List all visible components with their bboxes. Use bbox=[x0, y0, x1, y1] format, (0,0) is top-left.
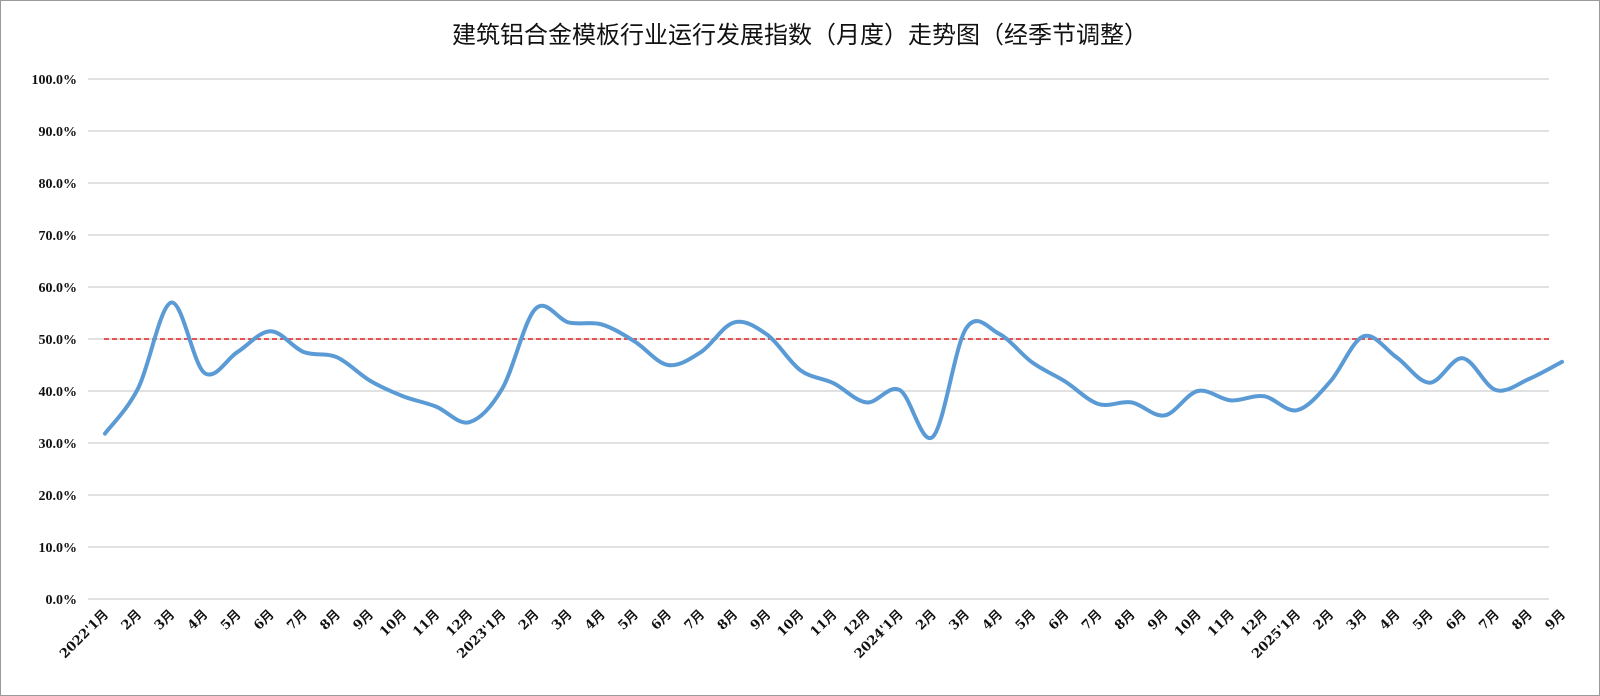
y-axis-tick-labels: 0.0% 10.0% 20.0% 30.0% 40.0% 50.0% 60.0% 70.0% 8… bbox=[32, 73, 78, 608]
x-tick-label: 7月 bbox=[1476, 607, 1502, 633]
y-tick-label: 50.0% bbox=[39, 333, 78, 348]
x-tick-label: 4月 bbox=[185, 607, 211, 633]
gridlines bbox=[88, 78, 1549, 600]
y-tick-label: 100.0% bbox=[32, 73, 78, 88]
x-tick-label: 4月 bbox=[980, 607, 1006, 633]
x-tick-label: 10月 bbox=[1172, 607, 1205, 640]
x-tick-label: 7月 bbox=[284, 607, 310, 633]
x-tick-label: 5月 bbox=[1013, 607, 1039, 633]
y-tick-label: 80.0% bbox=[39, 177, 78, 192]
y-tick-label: 70.0% bbox=[39, 229, 78, 244]
x-tick-label: 11月 bbox=[1205, 607, 1238, 640]
x-tick-label: 7月 bbox=[1079, 607, 1105, 633]
x-tick-label: 5月 bbox=[1410, 607, 1436, 633]
x-tick-label: 6月 bbox=[251, 607, 277, 633]
y-tick-label: 10.0% bbox=[39, 541, 78, 556]
x-tick-label: 4月 bbox=[582, 607, 608, 633]
x-tick-label: 3月 bbox=[947, 607, 973, 633]
x-tick-label: 2月 bbox=[913, 607, 939, 633]
y-tick-label: 40.0% bbox=[39, 385, 78, 400]
series-group bbox=[103, 300, 1564, 441]
x-tick-label: 2月 bbox=[119, 607, 145, 633]
x-tick-label: 4月 bbox=[1377, 607, 1403, 633]
x-tick-label: 5月 bbox=[615, 607, 641, 633]
x-tick-label: 9月 bbox=[351, 607, 377, 633]
x-tick-label: 9月 bbox=[1145, 607, 1171, 633]
x-tick-label: 8月 bbox=[1510, 607, 1536, 633]
x-tick-label: 10月 bbox=[377, 607, 410, 640]
x-tick-label: 6月 bbox=[649, 607, 675, 633]
x-tick-label: 2月 bbox=[1311, 607, 1337, 633]
x-tick-label: 6月 bbox=[1443, 607, 1469, 633]
x-tick-label: 3月 bbox=[152, 607, 178, 633]
x-tick-label: 3月 bbox=[549, 607, 575, 633]
x-tick-label: 8月 bbox=[317, 607, 343, 633]
x-tick-label: 11月 bbox=[808, 607, 841, 640]
x-tick-label: 8月 bbox=[715, 607, 741, 633]
x-tick-label: 5月 bbox=[218, 607, 244, 633]
x-tick-label: 7月 bbox=[682, 607, 708, 633]
y-tick-label: 90.0% bbox=[39, 125, 78, 140]
chart-title: 建筑铝合金模板行业运行发展指数（月度）走势图（经季节调整） bbox=[452, 21, 1148, 49]
x-tick-label: 2022'1月 bbox=[57, 607, 112, 662]
x-tick-label: 6月 bbox=[1046, 607, 1072, 633]
x-tick-label: 9月 bbox=[748, 607, 774, 633]
x-tick-label: 10月 bbox=[775, 607, 808, 640]
y-tick-label: 60.0% bbox=[39, 281, 78, 296]
x-tick-label: 8月 bbox=[1112, 607, 1138, 633]
x-tick-label: 11月 bbox=[410, 607, 443, 640]
y-tick-label: 20.0% bbox=[39, 489, 78, 504]
x-tick-label: 2月 bbox=[516, 607, 542, 633]
x-tick-label: 3月 bbox=[1344, 607, 1370, 633]
series-line bbox=[103, 300, 1564, 441]
y-tick-label: 30.0% bbox=[39, 437, 78, 452]
y-tick-label: 0.0% bbox=[46, 593, 78, 608]
x-tick-label: 9月 bbox=[1543, 607, 1569, 633]
